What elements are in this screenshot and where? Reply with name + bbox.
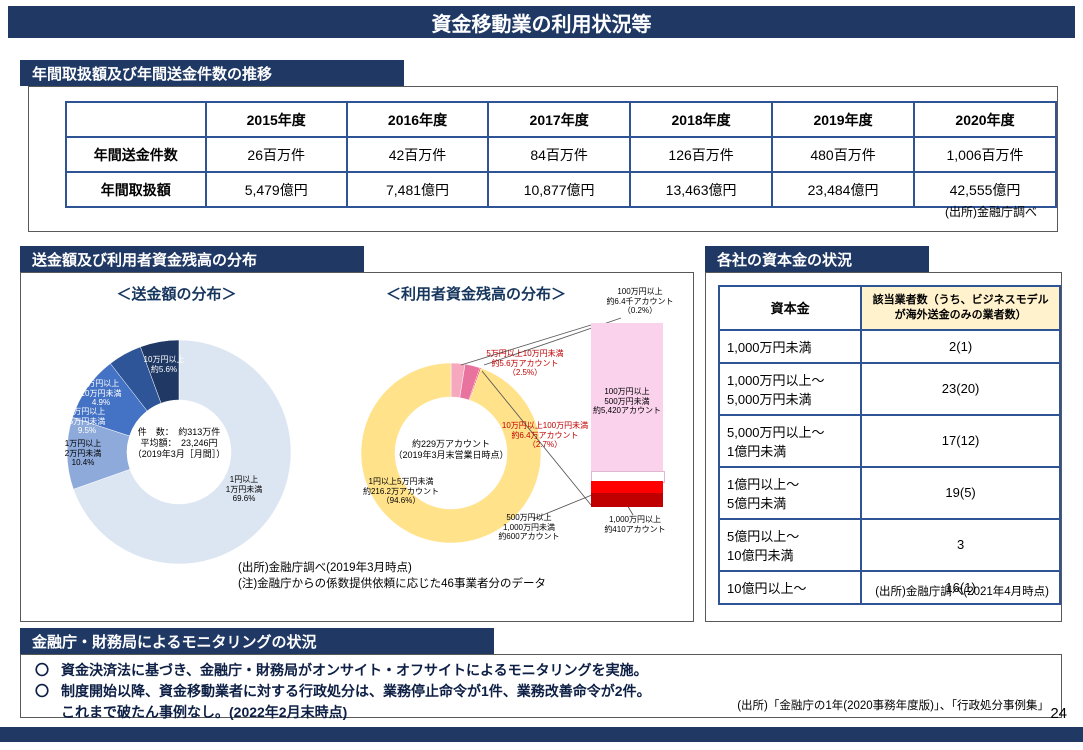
section-header-label: 送金額及び利用者資金残高の分布 bbox=[32, 251, 258, 269]
annual-stats-panel: 2015年度 2016年度 2017年度 2018年度 2019年度 2020年… bbox=[28, 86, 1058, 232]
section-header-capital: 各社の資本金の状況 bbox=[705, 246, 929, 272]
table-row-remittance-count: 年間送金件数 26百万件 42百万件 84百万件 126百万件 480百万件 1… bbox=[65, 136, 1057, 173]
bullet-marker: 〇 bbox=[35, 683, 49, 700]
bullet-item: 〇 資金決済法に基づき、金融庁・財務局がオンサイト・オフサイトによるモニタリング… bbox=[35, 660, 1045, 680]
value-cell: 13,463億円 bbox=[629, 171, 774, 208]
bar-segment-100-500 bbox=[591, 323, 663, 471]
donut-slice-label: 5万円以上10万円未満 約5.6万アカウント （2.5%） bbox=[486, 349, 564, 378]
value-cell: 126百万件 bbox=[629, 136, 774, 173]
capital-panel: 資本金 該当業者数（うち、ビジネスモデルが海外送金のみの業者数） 1,000万円… bbox=[705, 272, 1062, 622]
value-cell: 42百万件 bbox=[345, 136, 490, 173]
year-header-cell: 2019年度 bbox=[771, 101, 916, 138]
table-row: 5,000万円以上～ 1億円未満 17(12) bbox=[717, 413, 1061, 468]
value-cell: 10,877億円 bbox=[487, 171, 632, 208]
table-row: 1,000万円未満 2(1) bbox=[717, 328, 1061, 364]
bullet-text: 制度開始以降、資金移動業者に対する行政処分は、業務停止命令が1件、業務改善命令が… bbox=[61, 683, 651, 720]
bullet-list: 〇 資金決済法に基づき、金融庁・財務局がオンサイト・オフサイトによるモニタリング… bbox=[35, 660, 1045, 723]
section-header-label: 金融庁・財務局によるモニタリングの状況 bbox=[32, 633, 317, 651]
year-header-cell: 2018年度 bbox=[629, 101, 774, 138]
section-header-monitoring: 金融庁・財務局によるモニタリングの状況 bbox=[20, 628, 494, 654]
count-cell: 23(20) bbox=[860, 361, 1061, 416]
capital-range-cell: 1億円以上～ 5億円未満 bbox=[717, 465, 863, 520]
year-header-cell: 2017年度 bbox=[487, 101, 632, 138]
pie-slice-label: 1円以上 1万円未満 69.6% bbox=[225, 475, 263, 504]
row-label-cell: 年間送金件数 bbox=[65, 136, 207, 173]
bar-segment-500-1000 bbox=[591, 481, 663, 493]
bar-segment-label: 100万円以上 500万円未満 約5,420アカウント bbox=[592, 387, 662, 416]
capital-range-cell: 5,000万円以上～ 1億円未満 bbox=[717, 413, 863, 468]
row-label-cell: 年間取扱額 bbox=[65, 171, 207, 208]
chart-title: ＜利用者資金残高の分布＞ bbox=[385, 286, 566, 303]
section-header-annual-stats: 年間取扱額及び年間送金件数の推移 bbox=[20, 60, 404, 86]
pie-slice-label: 1万円以上 2万円未満 10.4% bbox=[64, 439, 102, 468]
table-header-row: 2015年度 2016年度 2017年度 2018年度 2019年度 2020年… bbox=[65, 101, 1057, 138]
value-cell: 480百万件 bbox=[771, 136, 916, 173]
count-cell: 16(1) bbox=[860, 569, 1061, 605]
value-cell: 26百万件 bbox=[204, 136, 348, 173]
capital-range-cell: 10億円以上～ bbox=[717, 569, 863, 605]
pie-slice-label: 5万円以上 10万円未満 4.9% bbox=[80, 379, 122, 408]
year-header-cell: 2015年度 bbox=[204, 101, 348, 138]
year-header-cell: 2016年度 bbox=[345, 101, 490, 138]
capital-range-cell: 1,000万円未満 bbox=[717, 328, 863, 364]
count-cell: 2(1) bbox=[860, 328, 1061, 364]
table-row: 1億円以上～ 5億円未満 19(5) bbox=[717, 465, 1061, 520]
table-header-row: 資本金 該当業者数（うち、ビジネスモデルが海外送金のみの業者数） bbox=[717, 285, 1061, 331]
slide-title: 資金移動業の利用状況等 bbox=[431, 13, 652, 36]
source-note: (出所)金融庁調べ(2021年4月時点) bbox=[875, 586, 1049, 598]
remittance-amount-pie-chart bbox=[66, 339, 292, 565]
distribution-panel: ＜送金額の分布＞ 10万円以上 約5.6% 5万円以上 10万円未満 4.9% … bbox=[20, 272, 694, 622]
value-cell: 5,479億円 bbox=[204, 171, 348, 208]
count-cell: 19(5) bbox=[860, 465, 1061, 520]
section-header-label: 各社の資本金の状況 bbox=[717, 251, 853, 269]
slide-title-bar: 資金移動業の利用状況等 bbox=[8, 6, 1075, 38]
footnote: (注)金融庁からの係数提供依頼に応じた46事業者分のデータ bbox=[238, 578, 546, 590]
pie-slice-label: 10万円以上 約5.6% bbox=[143, 355, 185, 374]
capital-range-cell: 1,000万円以上～ 5,000万円未満 bbox=[717, 361, 863, 416]
bullet-text: 資金決済法に基づき、金融庁・財務局がオンサイト・オフサイトによるモニタリングを実… bbox=[61, 662, 648, 678]
value-cell: 7,481億円 bbox=[345, 171, 490, 208]
source-note: (出所)金融庁調べ bbox=[945, 205, 1037, 219]
bar-segment-over-1000 bbox=[591, 493, 663, 507]
table-row: 5億円以上～ 10億円未満 3 bbox=[717, 517, 1061, 572]
source-note: (出所)「金融庁の1年(2020事務年度版)」、「行政処分事例集」 bbox=[737, 700, 1049, 712]
user-balance-donut-chart bbox=[360, 362, 542, 544]
capital-table: 資本金 該当業者数（うち、ビジネスモデルが海外送金のみの業者数） 1,000万円… bbox=[717, 285, 1061, 605]
bar-segment-label: 1,000万円以上 約410アカウント bbox=[604, 515, 666, 534]
capital-column-header: 資本金 bbox=[717, 285, 863, 331]
year-header-cell: 2020年度 bbox=[913, 101, 1057, 138]
bullet-item: 〇 制度開始以降、資金移動業者に対する行政処分は、業務停止命令が1件、業務改善命… bbox=[35, 681, 1045, 722]
table-row: 10億円以上～ 16(1) bbox=[717, 569, 1061, 605]
bottom-bar bbox=[0, 727, 1083, 742]
corner-cell bbox=[65, 101, 207, 138]
section-header-distribution: 送金額及び利用者資金残高の分布 bbox=[20, 246, 364, 272]
table-row: 1,000万円以上～ 5,000万円未満 23(20) bbox=[717, 361, 1061, 416]
user-balance-chart: ＜利用者資金残高の分布＞ 100万円以上 約6.4千アカウント （0.2%） 5… bbox=[321, 275, 693, 605]
donut-slice-label: 10万円以上100万円未満 約6.4万アカウント （2.7%） bbox=[501, 421, 589, 450]
monitoring-panel: 〇 資金決済法に基づき、金融庁・財務局がオンサイト・オフサイトによるモニタリング… bbox=[20, 654, 1062, 720]
donut-slice-label: 100万円以上 約6.4千アカウント （0.2%） bbox=[606, 287, 674, 316]
capital-range-cell: 5億円以上～ 10億円未満 bbox=[717, 517, 863, 572]
count-cell: 3 bbox=[860, 517, 1061, 572]
source-note: (出所)金融庁調べ(2019年3月時点) bbox=[238, 562, 412, 574]
value-cell: 23,484億円 bbox=[771, 171, 916, 208]
bar-segment-label: 500万円以上 1,000万円未満 約600アカウント bbox=[498, 513, 560, 542]
value-cell: 1,006百万件 bbox=[913, 136, 1057, 173]
value-cell: 84百万件 bbox=[487, 136, 632, 173]
pie-center-annotation: 件 数： 約313万件 平均額： 23,246円 （2019年3月［月間］） bbox=[132, 427, 226, 459]
section-header-label: 年間取扱額及び年間送金件数の推移 bbox=[32, 65, 273, 83]
count-cell: 17(12) bbox=[860, 413, 1061, 468]
page-number: 24 bbox=[1050, 705, 1067, 722]
chart-title: ＜送金額の分布＞ bbox=[116, 286, 237, 303]
remittance-amount-chart: ＜送金額の分布＞ 10万円以上 約5.6% 5万円以上 10万円未満 4.9% … bbox=[29, 275, 324, 605]
donut-center-annotation: 約229万アカウント （2019年3月末営業日時点） bbox=[393, 439, 509, 460]
bullet-marker: 〇 bbox=[35, 662, 49, 678]
count-column-header: 該当業者数（うち、ビジネスモデルが海外送金のみの業者数） bbox=[860, 285, 1061, 331]
value-cell: 42,555億円 bbox=[913, 171, 1057, 208]
pie-slice-label: 2万円以上 5万円未満 9.5% bbox=[68, 407, 106, 436]
table-row-transaction-amount: 年間取扱額 5,479億円 7,481億円 10,877億円 13,463億円 … bbox=[65, 171, 1057, 208]
donut-slice-label: 1円以上5万円未満 約216.2万アカウント （94.6%） bbox=[362, 477, 440, 506]
annual-stats-table: 2015年度 2016年度 2017年度 2018年度 2019年度 2020年… bbox=[65, 101, 1057, 208]
